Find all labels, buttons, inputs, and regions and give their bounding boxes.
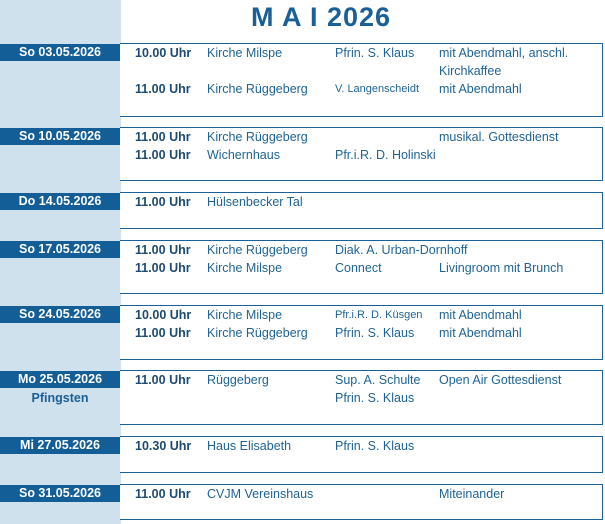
service-row: 11.00 Uhr Hülsenbecker Tal — [0, 193, 603, 211]
service-box — [120, 305, 603, 360]
time-cell: 11.00 Uhr — [135, 373, 191, 387]
date-column-background — [0, 0, 121, 524]
date-label: So 24.05.2026 — [0, 306, 120, 323]
place-cell: Kirche Rüggeberg — [207, 130, 308, 144]
time-cell: 10.00 Uhr — [135, 46, 192, 60]
date-label: Mo 25.05.2026 — [0, 371, 120, 388]
service-box — [120, 240, 603, 294]
place-cell: Kirche Milspe — [207, 308, 283, 322]
service-box — [120, 127, 603, 181]
service-box — [120, 436, 603, 473]
service-day-block: So 03.05.2026 10.00 Uhr Kirche Milspe Pfrin… — [0, 43, 603, 117]
page-title: M A I 2026 — [250, 2, 392, 32]
time-cell: 11.00 Uhr — [135, 261, 191, 275]
service-day-block: So 17.05.2026 11.00 Uhr Kirche Rüggeberg Di… — [0, 240, 603, 294]
person-cell: Pfrin. S. Klaus — [335, 439, 415, 453]
date-label: Do 14.05.2026 — [0, 193, 120, 210]
service-row: 11.00 Uhr Kirche Rüggeberg Diak. A. Urban-… — [0, 241, 603, 259]
person-cell: Connect — [335, 261, 382, 275]
service-day-block: So 24.05.2026 10.00 Uhr Kirche Milspe Pfr.i… — [0, 305, 603, 360]
service-row: 11.00 Uhr Wichernhaus Pfr.i.R. D. Holinski — [0, 146, 603, 164]
service-row: 11.00 Uhr CVJM Vereinshaus Miteinander — [0, 485, 603, 503]
time-cell: 11.00 Uhr — [135, 326, 191, 340]
service-row: 10.30 Uhr Haus Elisabeth Pfrin. S. Klaus — [0, 437, 603, 455]
person-cell: Pfr.i.R. D. Küsgen — [335, 309, 423, 321]
note-cell: Miteinander — [439, 487, 505, 501]
time-cell: 11.00 Uhr — [135, 148, 191, 162]
note-cell: mit Abendmahl — [439, 326, 522, 340]
place-cell: Kirche Rüggeberg — [207, 326, 308, 340]
date-label: So 10.05.2026 — [0, 128, 120, 145]
person-cell: Diak. A. Urban-Dornhoff — [335, 243, 468, 257]
service-row: 11.00 Uhr Kirche Rüggeberg Pfrin. S. Klaus… — [0, 324, 603, 342]
service-box — [120, 484, 603, 520]
place-cell: Wichernhaus — [207, 148, 280, 162]
service-row: Kirchkaffee — [0, 62, 603, 80]
service-row: 11.00 Uhr Kirche Rüggeberg V. Langenscheid… — [0, 80, 603, 98]
note-cell: mit Abendmahl — [439, 308, 522, 322]
note-cell: Kirchkaffee — [439, 64, 502, 78]
note-cell: Open Air Gottesdienst — [439, 373, 562, 387]
time-cell: 11.00 Uhr — [135, 487, 191, 501]
person-cell: Pfr.i.R. D. Holinski — [335, 148, 436, 162]
time-cell: 11.00 Uhr — [135, 195, 191, 209]
date-label: Mi 27.05.2026 — [0, 437, 120, 454]
service-box — [120, 43, 603, 117]
service-row: 10.00 Uhr Kirche Milspe Pfr.i.R. D. Küsgen… — [0, 306, 603, 324]
date-label: So 17.05.2026 — [0, 241, 120, 258]
place-cell: Rüggeberg — [207, 373, 269, 387]
service-day-block: Do 14.05.2026 11.00 Uhr Hülsenbecker Tal — [0, 192, 603, 229]
service-row: 10.00 Uhr Kirche Milspe Pfrin. S. Klaus mit… — [0, 44, 603, 62]
time-cell: 11.00 Uhr — [135, 130, 191, 144]
service-row: 11.00 Uhr Kirche Milspe Connect Livingroom … — [0, 259, 603, 277]
time-cell: 11.00 Uhr — [135, 82, 191, 96]
person-cell: Pfrin. S. Klaus — [335, 46, 415, 60]
service-day-block: So 10.05.2026 11.00 Uhr Kirche Rüggeberg mu… — [0, 127, 603, 181]
person-cell: Pfrin. S. Klaus — [335, 326, 415, 340]
person-cell: Pfrin. S. Klaus — [335, 391, 415, 405]
service-day-block: Mo 25.05.2026 Pfingsten 11.00 Uhr Rüggeberg… — [0, 370, 603, 425]
note-cell: musikal. Gottesdienst — [439, 130, 559, 144]
place-cell: Hülsenbecker Tal — [207, 195, 303, 209]
service-day-block: Mi 27.05.2026 10.30 Uhr Haus Elisabeth Pfri… — [0, 436, 603, 473]
place-cell: CVJM Vereinshaus — [207, 487, 314, 501]
time-cell: 11.00 Uhr — [135, 243, 191, 257]
time-cell: 10.30 Uhr — [135, 439, 192, 453]
service-row: 11.00 Uhr Rüggeberg Sup. A. Schulte Open Ai… — [0, 371, 603, 389]
place-cell: Kirche Rüggeberg — [207, 243, 308, 257]
service-day-block: So 31.05.2026 11.00 Uhr CVJM Vereinshaus Mi… — [0, 484, 603, 520]
place-cell: Kirche Milspe — [207, 261, 283, 275]
note-cell: mit Abendmahl, anschl. — [439, 46, 569, 60]
place-cell: Kirche Rüggeberg — [207, 82, 308, 96]
service-row: 11.00 Uhr Kirche Rüggeberg musikal. Gottes… — [0, 128, 603, 146]
person-cell: V. Langenscheidt — [335, 83, 419, 95]
person-cell: Sup. A. Schulte — [335, 373, 421, 387]
note-cell: mit Abendmahl — [439, 82, 522, 96]
note-cell: Livingroom mit Brunch — [439, 261, 564, 275]
time-cell: 10.00 Uhr — [135, 308, 192, 322]
place-cell: Haus Elisabeth — [207, 439, 292, 453]
service-row: Pfrin. S. Klaus — [0, 389, 603, 407]
service-box — [120, 370, 603, 425]
holiday-label: Pfingsten — [31, 391, 89, 405]
place-cell: Kirche Milspe — [207, 46, 283, 60]
date-label: So 03.05.2026 — [0, 44, 120, 61]
service-box — [120, 192, 603, 229]
date-label: So 31.05.2026 — [0, 485, 120, 502]
